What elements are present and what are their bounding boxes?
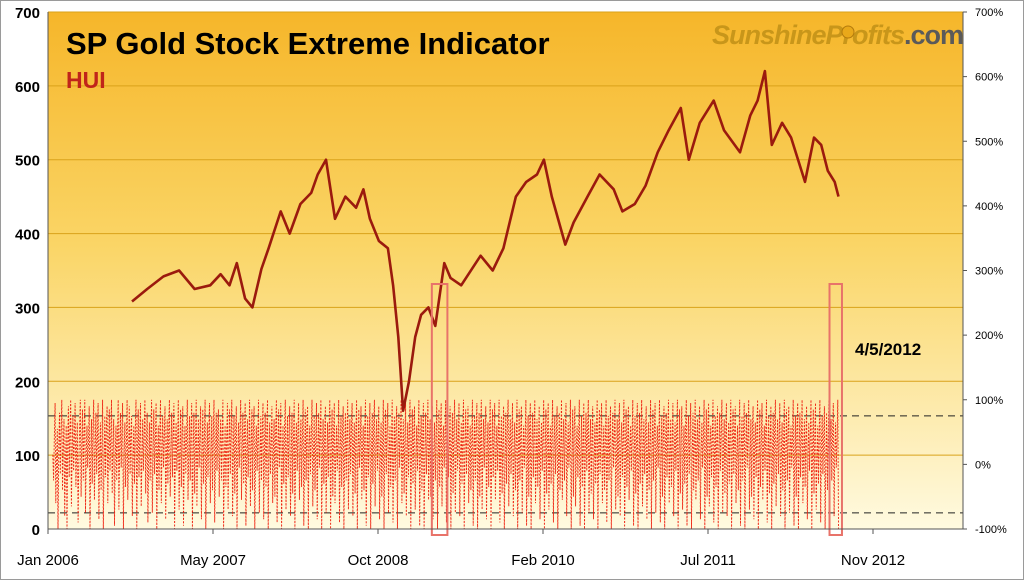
y-right-tick-label: 400% — [975, 201, 1003, 213]
x-tick-label: Nov 2012 — [841, 552, 905, 569]
y-left-tick-label: 200 — [15, 374, 40, 391]
y-left-tick-label: 300 — [15, 300, 40, 317]
y-right-tick-label: -100% — [975, 524, 1007, 536]
y-left-tick-label: 100 — [15, 448, 40, 465]
brand-logo: SunshineProfits.com — [712, 20, 964, 50]
x-tick-label: Feb 2010 — [511, 552, 574, 569]
y-right-tick-label: 300% — [975, 266, 1003, 278]
y-left-tick-label: 700 — [15, 5, 40, 22]
y-right-tick-label: 600% — [975, 72, 1003, 84]
brand-name-part1: Sunshine — [712, 20, 826, 50]
x-tick-label: Jan 2006 — [17, 552, 79, 569]
chart-title: SP Gold Stock Extreme Indicator — [66, 26, 550, 61]
y-right-tick-label: 700% — [975, 7, 1003, 19]
x-tick-label: May 2007 — [180, 552, 246, 569]
brand-name-part3: .com — [904, 20, 963, 50]
gridlines — [48, 11, 963, 456]
x-tick-label: Jul 2011 — [680, 552, 736, 569]
y-left-ticks: 0 100 200 300 400 500 600 700 — [15, 5, 40, 539]
y-left-tick-label: 600 — [15, 79, 40, 96]
price-series — [131, 69, 840, 413]
date-annotation: 4/5/2012 — [855, 340, 921, 359]
x-ticks: Jan 2006 May 2007 Oct 2008 Feb 2010 Jul 2011… — [17, 529, 905, 569]
y-right-ticks: -100% 0% 100% 200% 300% 400% 500% 600% 700% — [963, 7, 1007, 536]
y-right-tick-label: 200% — [975, 330, 1003, 342]
brand-name-part2: Profits — [826, 20, 905, 50]
y-right-tick-label: 0% — [975, 459, 991, 471]
price-line — [131, 69, 840, 413]
x-tick-label: Oct 2008 — [348, 552, 409, 569]
y-right-tick-label: 100% — [975, 395, 1003, 407]
highlight-box — [430, 283, 449, 536]
highlight-box — [828, 283, 843, 536]
y-left-tick-label: 500 — [15, 153, 40, 170]
y-left-tick-label: 400 — [15, 227, 40, 244]
svg-text:SunshineProfits.com: SunshineProfits.com — [712, 20, 963, 50]
y-left-tick-label: 0 — [32, 522, 40, 539]
chart-subtitle: HUI — [66, 67, 106, 93]
y-right-tick-label: 500% — [975, 136, 1003, 148]
sun-icon — [841, 25, 855, 39]
highlight-boxes — [430, 283, 843, 536]
